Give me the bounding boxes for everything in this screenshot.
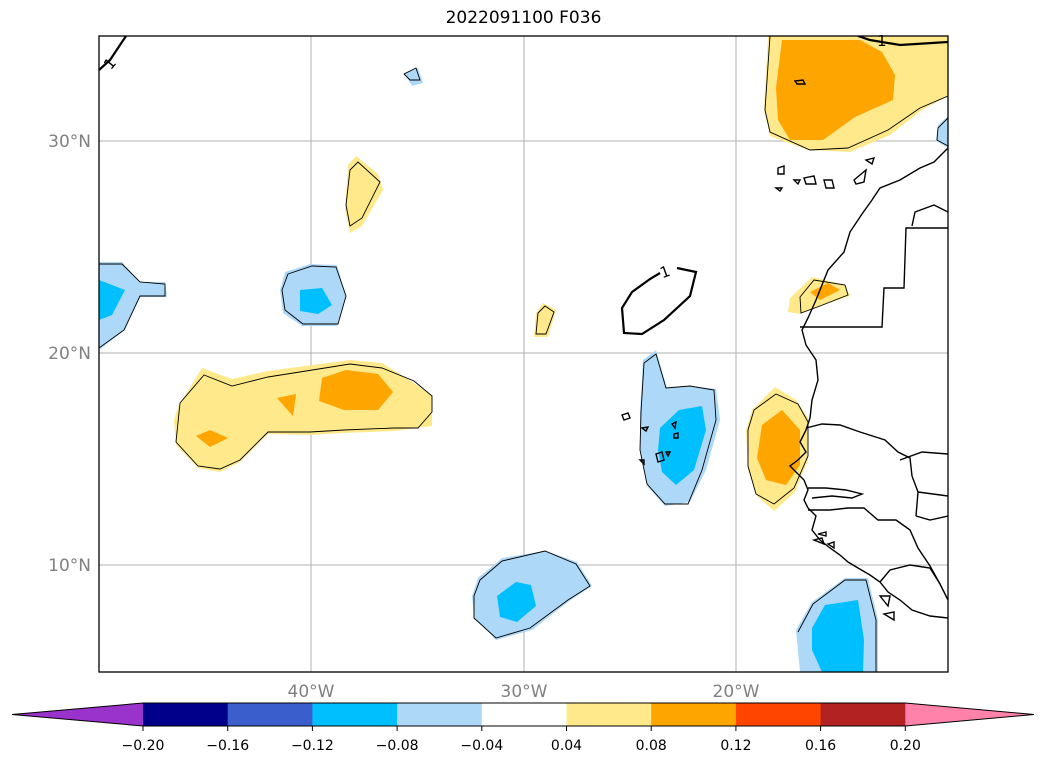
anomaly-core-mid-atlantic-east [319,370,393,410]
inland-border-2 [917,491,948,497]
anomaly-region-ne-edge [936,116,948,148]
colorbar-bin [820,703,906,726]
madeira [793,79,807,85]
lat-label-10n: 10°N [48,556,91,576]
colorbar-bin [312,703,398,726]
bijagos-islands [811,531,895,622]
colorbar-tick-label: 0.12 [720,738,751,754]
positive-anomaly-regions [174,36,948,511]
africa-coastline [788,147,948,619]
colorbar-bin [651,703,737,726]
colorbar-tick-label: 0.20 [890,738,921,754]
colorbar-extend-high [905,703,1034,726]
lon-label-20w: 20°W [713,682,760,702]
colorbar-extend-low [12,703,143,726]
colorbar-tick-label: 0.16 [805,738,836,754]
contour-label-nw: 1 [100,54,120,73]
inland-border-3 [915,515,948,521]
map-frame [98,35,949,673]
colorbar: −0.20 −0.16 −0.12 −0.08 −0.04 0.04 0.08 0.12 0.1… [11,702,1035,754]
colorbar-bin [481,703,568,726]
inland-border-1 [899,451,948,461]
anomaly-core-mid-atlantic-small [277,394,296,416]
cape-verde-islands [621,412,679,466]
thin-contours [99,36,948,672]
lat-label-30n: 30°N [48,132,91,152]
canary-islands [773,157,876,193]
colorbar-tick-label: −0.16 [206,738,249,754]
mauritania-border [911,204,948,227]
lon-label-30w: 30°W [501,682,548,702]
gambia-border [808,487,865,499]
inland-border-4 [879,564,941,585]
guinea-border [808,507,948,601]
anomaly-core-mid-atlantic-west [196,430,228,447]
anomaly-region-38w-27n [345,156,383,233]
anomaly-core-west-edge [99,280,125,320]
anomaly-region-small-north [404,68,423,86]
western-sahara-border [800,227,948,328]
colorbar-tick-label: 0.08 [636,738,667,754]
anomaly-region-mid-atlantic [174,360,432,472]
anomaly-core-southeast [812,600,864,672]
colorbar-tick-label: −0.12 [291,738,334,754]
anomaly-core-nw-africa [776,40,895,140]
anomaly-core-30w-8n [497,582,536,622]
colorbar-bin [143,703,229,726]
colorbar-tick-label: −0.04 [460,738,503,754]
thick-contours [99,36,948,336]
anomaly-core-senegal-coast [757,410,800,485]
senegal-border [805,423,919,517]
map-plot-area [99,36,948,672]
colorbar-bin [735,703,822,726]
colorbar-tick-label: −0.08 [376,738,419,754]
colorbar-bin [566,703,652,726]
coastlines [621,79,948,622]
colorbar-bin [227,703,313,726]
lon-label-40w: 40°W [288,682,335,702]
anomaly-core-40w-23n [300,288,332,314]
map-title: 2022091100 F036 [445,8,602,28]
colorbar-tick-label: −0.20 [122,738,165,754]
contour-line-ne [857,36,948,47]
contour-line-nw [99,36,127,71]
contour-label-center: 1 [657,262,672,282]
contour-line-center [620,266,698,336]
anomaly-region-west-edge [99,262,167,350]
colorbar-bin [397,703,483,726]
colorbar-tick-label: 0.04 [551,738,582,754]
contour-label-ne: 1 [877,32,887,50]
lat-label-20n: 20°N [48,344,91,364]
anomaly-core-cape-verde [658,406,706,485]
